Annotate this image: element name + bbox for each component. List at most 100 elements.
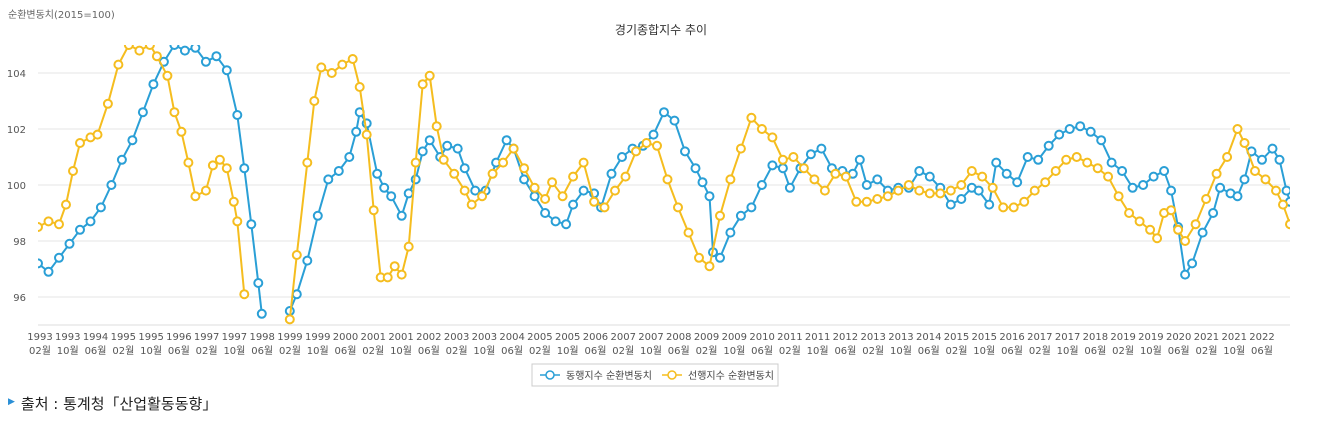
data-point-leading[interactable]: [449, 168, 460, 179]
data-point-coincident[interactable]: [1215, 182, 1226, 193]
data-point-leading[interactable]: [788, 152, 799, 162]
data-point-coincident[interactable]: [442, 140, 453, 151]
data-point-leading[interactable]: [662, 174, 673, 185]
data-point-coincident[interactable]: [417, 146, 428, 157]
data-point-coincident[interactable]: [190, 44, 201, 53]
data-point-leading[interactable]: [169, 107, 180, 118]
data-point-coincident[interactable]: [372, 168, 383, 179]
data-point-coincident[interactable]: [697, 177, 708, 188]
data-point-leading[interactable]: [529, 182, 540, 193]
data-point-leading[interactable]: [568, 171, 579, 182]
data-point-coincident[interactable]: [1239, 174, 1250, 185]
data-point-coincident[interactable]: [64, 238, 75, 249]
data-point-coincident[interactable]: [1117, 166, 1128, 176]
data-point-coincident[interactable]: [578, 185, 589, 196]
data-point-leading[interactable]: [893, 185, 904, 196]
data-point-coincident[interactable]: [246, 219, 257, 230]
data-point-coincident[interactable]: [973, 185, 984, 196]
data-point-leading[interactable]: [620, 171, 631, 182]
data-point-leading[interactable]: [190, 191, 201, 202]
data-point-coincident[interactable]: [169, 41, 180, 50]
data-point-leading[interactable]: [431, 121, 442, 132]
data-point-leading[interactable]: [652, 140, 662, 151]
data-point-leading[interactable]: [1008, 202, 1019, 213]
data-point-leading[interactable]: [417, 79, 428, 90]
data-point-coincident[interactable]: [54, 252, 64, 263]
legend-item-coincident[interactable]: 동행지수 순환변동치: [540, 370, 652, 382]
data-point-coincident[interactable]: [617, 152, 627, 162]
data-point-leading[interactable]: [389, 261, 400, 272]
data-point-leading[interactable]: [382, 272, 393, 283]
data-point-coincident[interactable]: [984, 199, 995, 210]
data-point-coincident[interactable]: [767, 160, 778, 171]
data-point-leading[interactable]: [1061, 154, 1072, 165]
data-point-leading[interactable]: [914, 185, 925, 196]
data-point-leading[interactable]: [102, 98, 113, 109]
data-point-coincident[interactable]: [323, 174, 334, 185]
data-point-leading[interactable]: [610, 185, 620, 196]
data-point-coincident[interactable]: [1187, 258, 1198, 269]
data-point-leading[interactable]: [183, 157, 194, 168]
data-point-coincident[interactable]: [232, 110, 243, 120]
data-point-coincident[interactable]: [991, 157, 1002, 168]
data-point-leading[interactable]: [1278, 199, 1288, 210]
data-point-leading[interactable]: [477, 191, 488, 202]
data-point-coincident[interactable]: [1281, 185, 1291, 196]
data-point-coincident[interactable]: [106, 180, 117, 190]
data-point-coincident[interactable]: [470, 185, 481, 196]
data-point-leading[interactable]: [830, 168, 841, 179]
data-point-coincident[interactable]: [43, 266, 54, 277]
data-point-leading[interactable]: [715, 210, 725, 221]
data-point-coincident[interactable]: [550, 216, 561, 227]
data-point-coincident[interactable]: [1106, 157, 1117, 168]
data-point-coincident[interactable]: [945, 199, 956, 210]
data-point-coincident[interactable]: [1148, 171, 1159, 182]
legend-item-leading[interactable]: 선행지수 순환변동치: [662, 370, 774, 382]
data-point-leading[interactable]: [589, 196, 600, 207]
data-point-leading[interactable]: [1250, 166, 1260, 176]
data-point-leading[interactable]: [872, 194, 883, 204]
data-point-coincident[interactable]: [459, 163, 470, 174]
data-point-coincident[interactable]: [1232, 191, 1243, 202]
data-point-coincident[interactable]: [34, 258, 43, 269]
data-point-coincident[interactable]: [1001, 168, 1012, 179]
data-point-coincident[interactable]: [924, 171, 935, 182]
data-point-coincident[interactable]: [1180, 269, 1191, 280]
data-point-coincident[interactable]: [872, 174, 883, 185]
data-point-leading[interactable]: [337, 59, 348, 70]
data-point-coincident[interactable]: [704, 191, 715, 202]
data-point-coincident[interactable]: [648, 129, 659, 140]
data-point-leading[interactable]: [725, 174, 736, 185]
data-point-coincident[interactable]: [956, 194, 967, 204]
data-point-leading[interactable]: [232, 216, 243, 227]
data-point-coincident[interactable]: [148, 79, 159, 90]
data-point-coincident[interactable]: [256, 308, 267, 319]
data-point-leading[interactable]: [998, 202, 1009, 213]
data-point-coincident[interactable]: [519, 174, 530, 185]
data-point-coincident[interactable]: [1033, 154, 1044, 165]
data-point-leading[interactable]: [396, 269, 407, 280]
data-point-leading[interactable]: [228, 196, 239, 207]
data-point-coincident[interactable]: [211, 51, 222, 62]
data-point-coincident[interactable]: [680, 146, 690, 157]
data-point-coincident[interactable]: [861, 180, 872, 190]
data-point-leading[interactable]: [519, 163, 530, 174]
data-point-leading[interactable]: [767, 132, 778, 143]
data-point-coincident[interactable]: [1127, 182, 1138, 193]
data-point-leading[interactable]: [424, 70, 435, 81]
data-point-coincident[interactable]: [659, 107, 669, 118]
data-point-coincident[interactable]: [221, 65, 232, 76]
data-point-leading[interactable]: [1019, 196, 1030, 207]
data-point-leading[interactable]: [631, 146, 641, 157]
data-point-leading[interactable]: [134, 45, 145, 56]
data-point-leading[interactable]: [735, 143, 746, 154]
data-point-leading[interactable]: [1180, 236, 1191, 246]
data-point-coincident[interactable]: [715, 252, 725, 263]
data-point-leading[interactable]: [1232, 124, 1243, 134]
data-point-leading[interactable]: [547, 177, 558, 188]
data-point-coincident[interactable]: [784, 182, 795, 193]
data-point-leading[interactable]: [540, 194, 551, 204]
data-point-leading[interactable]: [683, 227, 694, 238]
data-point-leading[interactable]: [1201, 194, 1212, 204]
data-point-leading[interactable]: [284, 314, 295, 325]
